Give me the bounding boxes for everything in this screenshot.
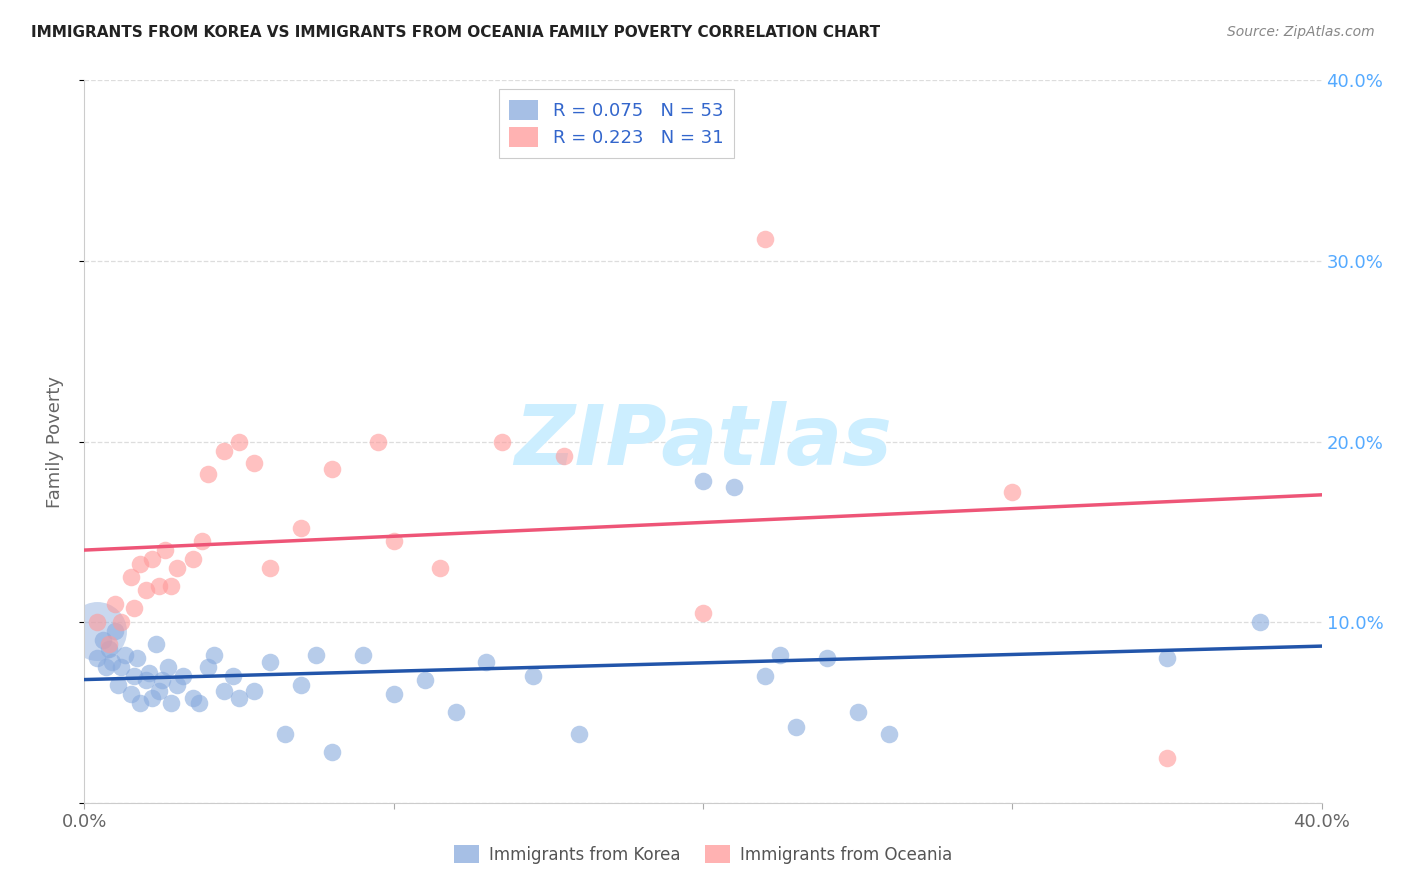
Point xyxy=(145,637,167,651)
Point xyxy=(110,615,132,630)
Point xyxy=(98,642,121,657)
Point xyxy=(129,697,152,711)
Point xyxy=(692,475,714,489)
Point xyxy=(352,648,374,662)
Point xyxy=(321,461,343,475)
Point xyxy=(187,697,209,711)
Point xyxy=(120,687,142,701)
Point xyxy=(290,678,312,692)
Point xyxy=(104,624,127,639)
Point xyxy=(122,600,145,615)
Point xyxy=(259,561,281,575)
Point xyxy=(692,606,714,620)
Point xyxy=(101,655,124,669)
Point xyxy=(382,687,405,701)
Point xyxy=(181,552,204,566)
Point xyxy=(243,683,266,698)
Point xyxy=(148,683,170,698)
Point xyxy=(135,673,157,687)
Point xyxy=(785,720,807,734)
Point xyxy=(120,570,142,584)
Point xyxy=(197,660,219,674)
Point xyxy=(156,660,179,674)
Point xyxy=(129,558,152,572)
Point xyxy=(202,648,225,662)
Point xyxy=(166,678,188,692)
Point xyxy=(382,533,405,548)
Point xyxy=(1156,750,1178,764)
Point xyxy=(150,673,173,687)
Point xyxy=(141,691,163,706)
Point xyxy=(228,434,250,449)
Point xyxy=(148,579,170,593)
Point xyxy=(212,683,235,698)
Point xyxy=(723,480,745,494)
Point xyxy=(429,561,451,575)
Point xyxy=(212,443,235,458)
Point xyxy=(305,648,328,662)
Point xyxy=(191,533,214,548)
Point xyxy=(243,456,266,470)
Point xyxy=(125,651,148,665)
Legend: R = 0.075   N = 53, R = 0.223   N = 31: R = 0.075 N = 53, R = 0.223 N = 31 xyxy=(499,89,734,158)
Point xyxy=(568,727,591,741)
Point xyxy=(91,633,114,648)
Point xyxy=(413,673,436,687)
Point xyxy=(274,727,297,741)
Point xyxy=(290,521,312,535)
Y-axis label: Family Poverty: Family Poverty xyxy=(45,376,63,508)
Point xyxy=(197,467,219,481)
Point xyxy=(104,597,127,611)
Legend: Immigrants from Korea, Immigrants from Oceania: Immigrants from Korea, Immigrants from O… xyxy=(447,838,959,871)
Point xyxy=(1156,651,1178,665)
Point xyxy=(444,706,467,720)
Text: Source: ZipAtlas.com: Source: ZipAtlas.com xyxy=(1227,25,1375,39)
Point xyxy=(141,552,163,566)
Point xyxy=(222,669,245,683)
Point xyxy=(94,660,117,674)
Point xyxy=(754,232,776,246)
Point xyxy=(228,691,250,706)
Point xyxy=(754,669,776,683)
Point xyxy=(553,449,575,463)
Point xyxy=(367,434,389,449)
Point xyxy=(166,561,188,575)
Point xyxy=(98,637,121,651)
Point xyxy=(160,579,183,593)
Point xyxy=(86,651,108,665)
Point xyxy=(475,655,498,669)
Text: ZIPatlas: ZIPatlas xyxy=(515,401,891,482)
Point xyxy=(259,655,281,669)
Point xyxy=(846,706,869,720)
Point xyxy=(815,651,838,665)
Point xyxy=(110,660,132,674)
Point xyxy=(172,669,194,683)
Point xyxy=(86,615,108,630)
Point xyxy=(321,745,343,759)
Point xyxy=(107,678,129,692)
Point xyxy=(522,669,544,683)
Point xyxy=(181,691,204,706)
Point xyxy=(114,648,136,662)
Point xyxy=(138,665,160,680)
Point xyxy=(1001,485,1024,500)
Point xyxy=(877,727,900,741)
Point xyxy=(1249,615,1271,630)
Point xyxy=(160,697,183,711)
Text: IMMIGRANTS FROM KOREA VS IMMIGRANTS FROM OCEANIA FAMILY POVERTY CORRELATION CHAR: IMMIGRANTS FROM KOREA VS IMMIGRANTS FROM… xyxy=(31,25,880,40)
Point xyxy=(86,624,108,639)
Point xyxy=(122,669,145,683)
Point xyxy=(153,542,176,557)
Point xyxy=(491,434,513,449)
Point xyxy=(135,582,157,597)
Point xyxy=(769,648,792,662)
